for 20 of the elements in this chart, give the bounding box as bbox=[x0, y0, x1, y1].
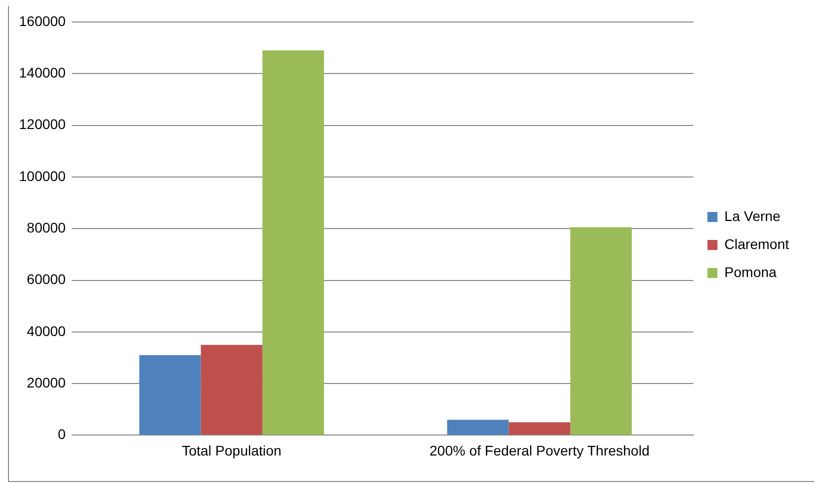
y-tick-label: 160000 bbox=[19, 12, 66, 29]
bar bbox=[262, 50, 324, 435]
bar bbox=[139, 355, 201, 435]
legend-label: Claremont bbox=[724, 236, 790, 252]
legend-label: Pomona bbox=[724, 264, 777, 280]
bar bbox=[508, 422, 570, 435]
bar bbox=[200, 344, 262, 435]
y-tick-label: 100000 bbox=[19, 168, 66, 184]
y-tick-label: 0 bbox=[58, 426, 66, 442]
y-tick-label: 80000 bbox=[26, 219, 66, 236]
x-tick-label: 200% of Federal Poverty Threshold bbox=[430, 442, 650, 458]
bar bbox=[570, 227, 632, 435]
y-tick-label: 140000 bbox=[19, 64, 66, 81]
y-tick-label: 60000 bbox=[26, 271, 66, 288]
y-tick-label: 120000 bbox=[19, 116, 66, 132]
legend-label: La Verne bbox=[724, 208, 781, 224]
y-tick-label: 40000 bbox=[26, 322, 66, 339]
bar bbox=[447, 420, 509, 435]
x-tick-label: Total Population bbox=[182, 442, 282, 458]
y-tick-label: 20000 bbox=[26, 374, 66, 390]
